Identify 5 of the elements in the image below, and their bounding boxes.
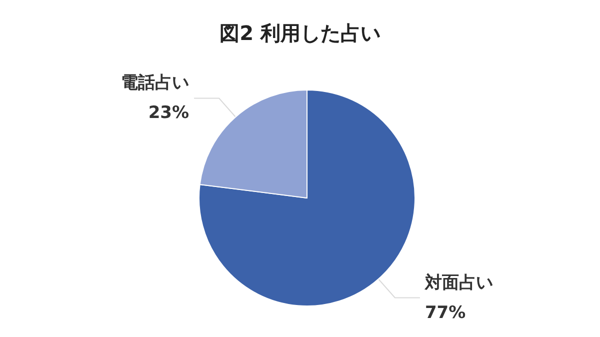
data-label: 23% [148,103,190,124]
slice-label: 対面占い [424,272,493,293]
chart-title: 図2 利用した占い [220,21,380,45]
data-label: 77% [424,302,466,323]
slice-label: 電話占い [121,73,190,94]
